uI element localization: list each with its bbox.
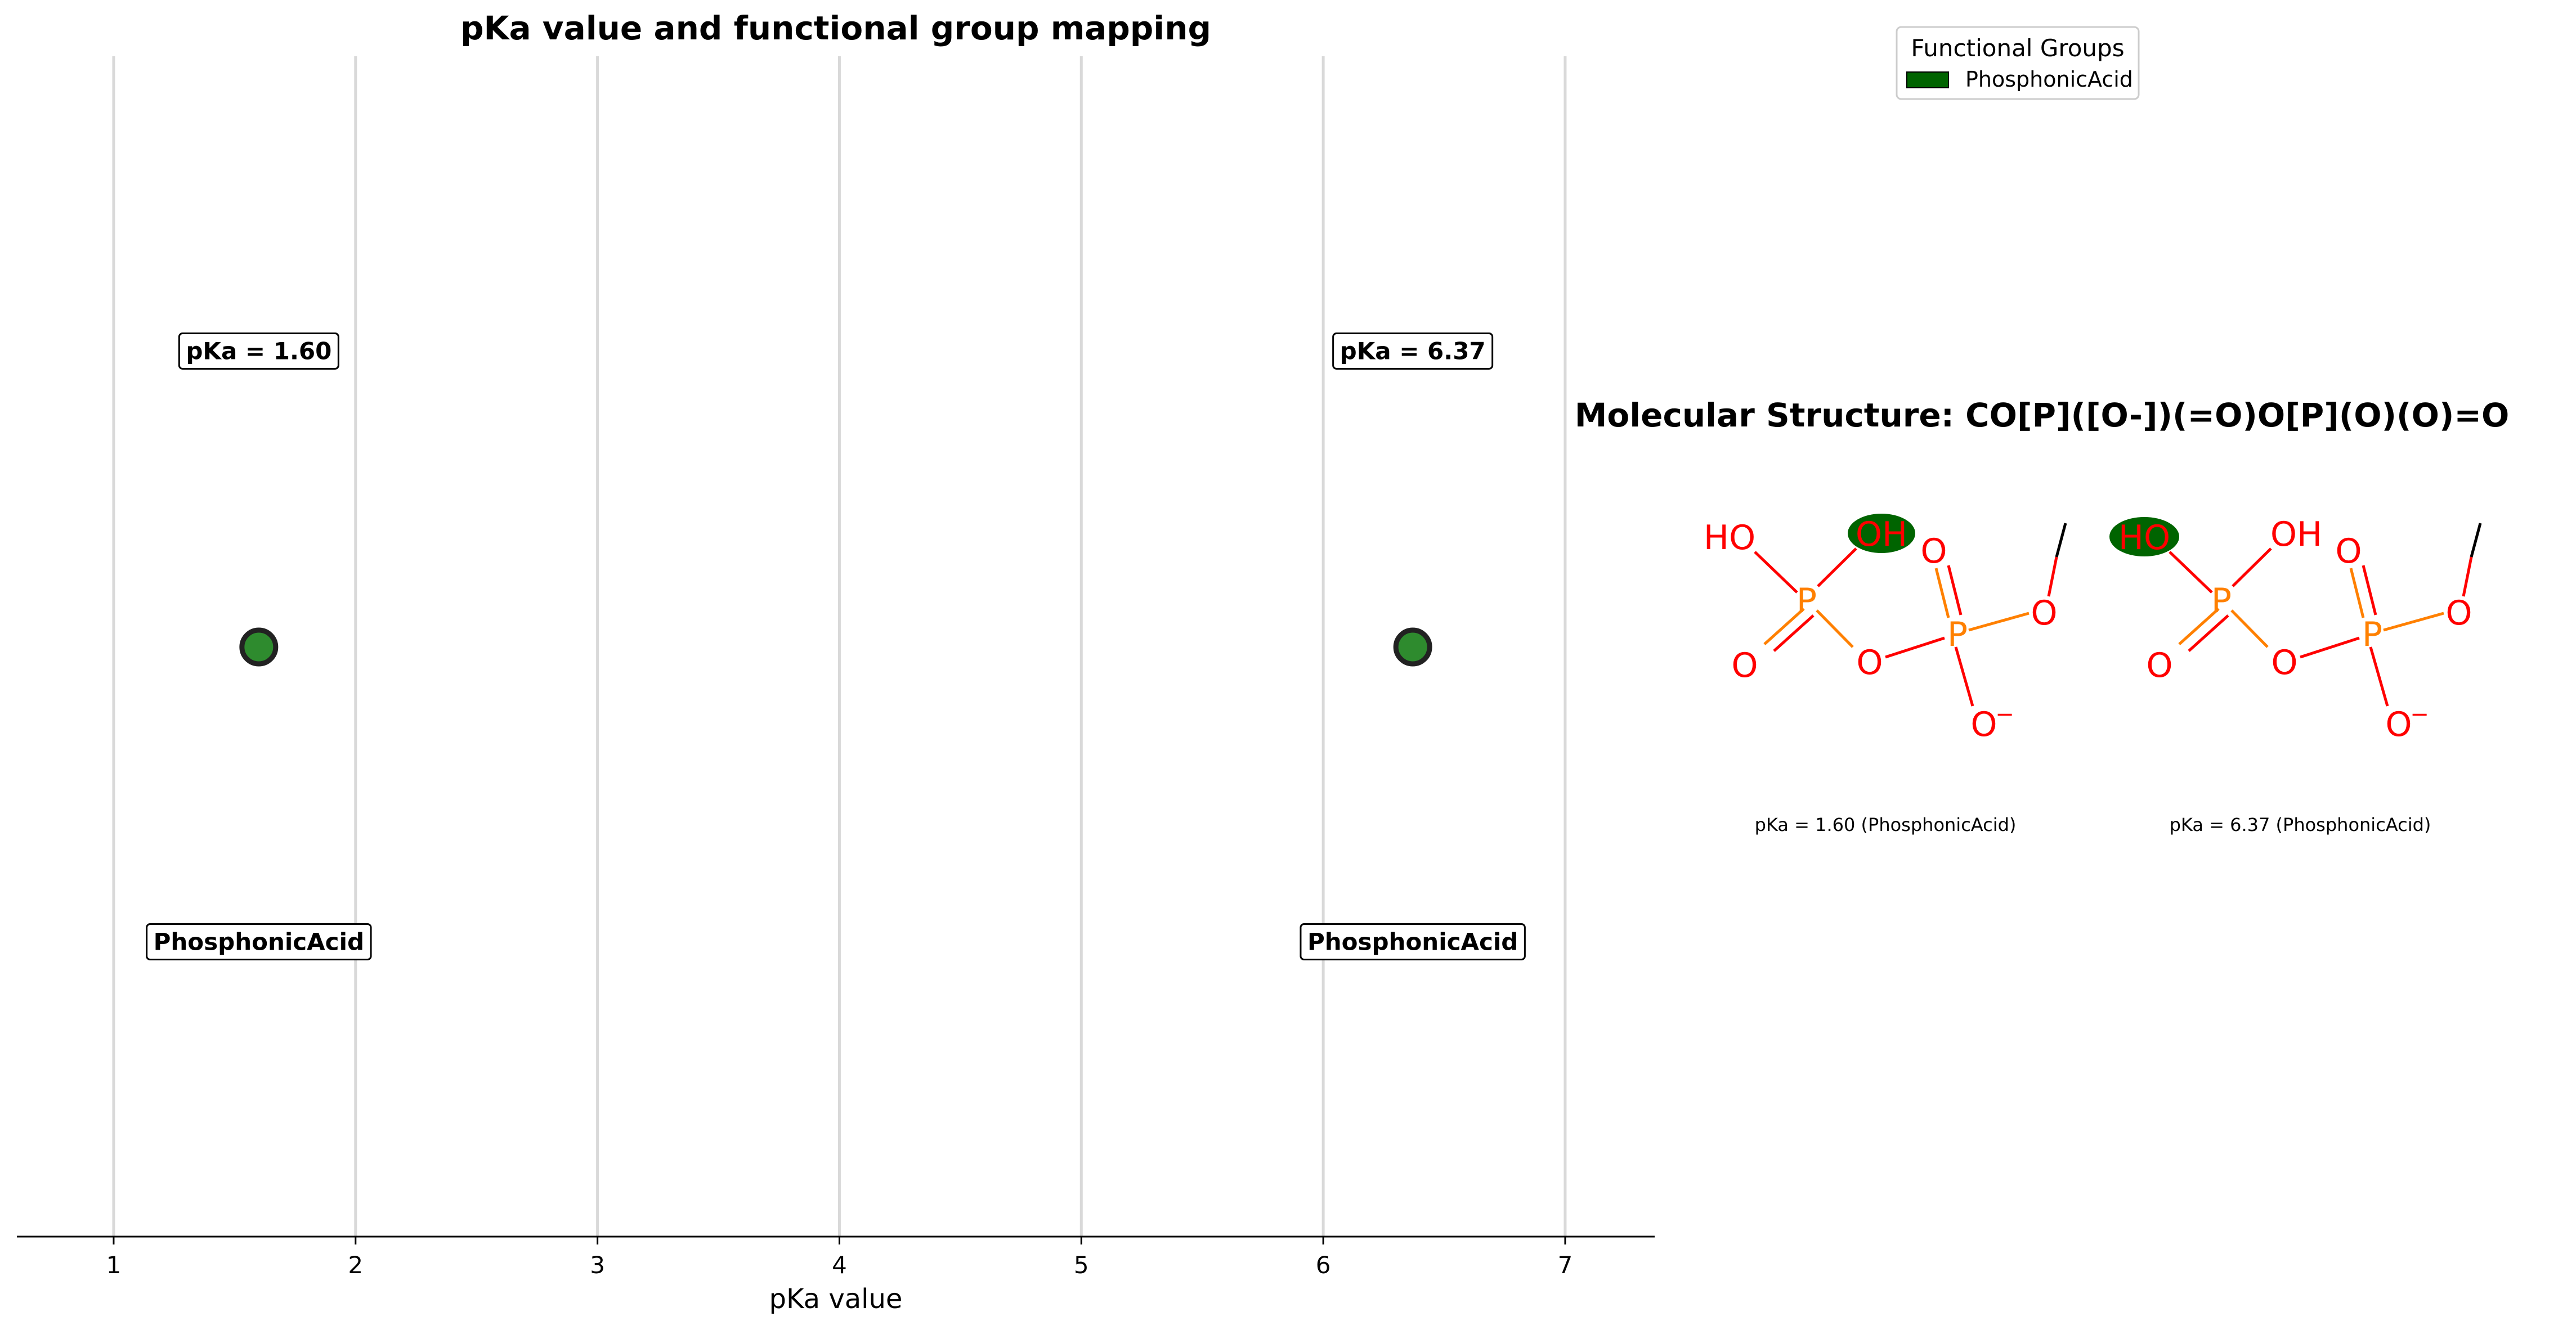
x-tick-label: 4	[832, 1251, 847, 1279]
atom-o-bridge: O	[2271, 643, 2297, 682]
atom-o-methoxy: O	[2031, 594, 2057, 633]
atom-o: O	[2146, 646, 2172, 685]
x-axis-label: pKa value	[769, 1283, 903, 1315]
legend-entry-label: PhosphonicAcid	[1965, 67, 2133, 92]
x-tick-label: 1	[106, 1251, 122, 1279]
atom-p: P	[2211, 581, 2232, 621]
legend-swatch	[1906, 71, 1949, 88]
atom-oh-highlighted: OH	[1856, 515, 1907, 554]
atom-p: P	[1797, 581, 1817, 621]
atom-ho-highlighted: HO	[2118, 518, 2170, 558]
pka-plot: pKa value and functional group mapping 1…	[17, 9, 1655, 1315]
structure-caption-1: pKa = 1.60 (PhosphonicAcid)	[1755, 814, 2017, 835]
highlight-oh	[1848, 514, 1915, 553]
atom-p2: P	[1947, 615, 1968, 654]
atom-ho: HO	[1704, 518, 1755, 558]
data-point	[1393, 627, 1432, 667]
atom-o-minus: O	[1970, 705, 1997, 744]
x-tick-label: 7	[1558, 1251, 1573, 1279]
atom-p2: P	[2362, 615, 2382, 654]
molecule-panel-1: HO OH P O O O P O O − pKa = 1.60 (Phosph…	[1704, 514, 2067, 835]
grid-lines	[112, 56, 1567, 1237]
legend-frame	[1896, 26, 2140, 100]
atom-o-double: O	[1920, 532, 1947, 571]
legend: Functional Groups PhosphonicAcid	[1896, 26, 2140, 100]
group-label: PhosphonicAcid	[154, 928, 364, 956]
structure-caption-2: pKa = 6.37 (PhosphonicAcid)	[2170, 814, 2431, 835]
x-tick-label: 3	[590, 1251, 605, 1279]
charge-minus: −	[2410, 702, 2429, 727]
x-tick-label: 5	[1074, 1251, 1089, 1279]
pka-label: pKa = 6.37	[1340, 338, 1486, 365]
atom-o-bridge: O	[1856, 643, 1883, 682]
atom-o-minus: O	[2385, 705, 2412, 744]
group-label: PhosphonicAcid	[1307, 928, 1518, 956]
x-ticks: 1 2 3 4 5 6 7	[106, 1237, 1573, 1279]
group-label-box	[146, 923, 372, 960]
pka-label: pKa = 1.60	[186, 338, 331, 365]
molecule-panel-2: HO OH P O O O P O O − pKa = 6.37 (Phosph…	[2109, 515, 2482, 835]
pka-label-box	[1332, 332, 1494, 370]
x-tick-label: 6	[1316, 1251, 1331, 1279]
highlight-ho	[2109, 517, 2179, 556]
data-points: pKa = 1.60 PhosphonicAcid pKa = 6.37 Phosph…	[146, 332, 1526, 960]
charge-minus: −	[1995, 702, 2014, 727]
atom-o-double: O	[2335, 532, 2362, 571]
atom-oh: OH	[2270, 515, 2322, 554]
x-tick-label: 2	[348, 1251, 363, 1279]
atom-o: O	[1731, 646, 1758, 685]
pka-label-box	[178, 332, 339, 370]
chart-title: pKa value and functional group mapping	[460, 9, 1211, 47]
structure-title: Molecular Structure: CO[P]([O-])(=O)O[P]…	[1575, 396, 2510, 434]
atom-o-methoxy: O	[2445, 594, 2472, 633]
legend-title: Functional Groups	[1911, 34, 2124, 62]
data-point	[239, 627, 279, 667]
group-label-box	[1300, 923, 1526, 960]
